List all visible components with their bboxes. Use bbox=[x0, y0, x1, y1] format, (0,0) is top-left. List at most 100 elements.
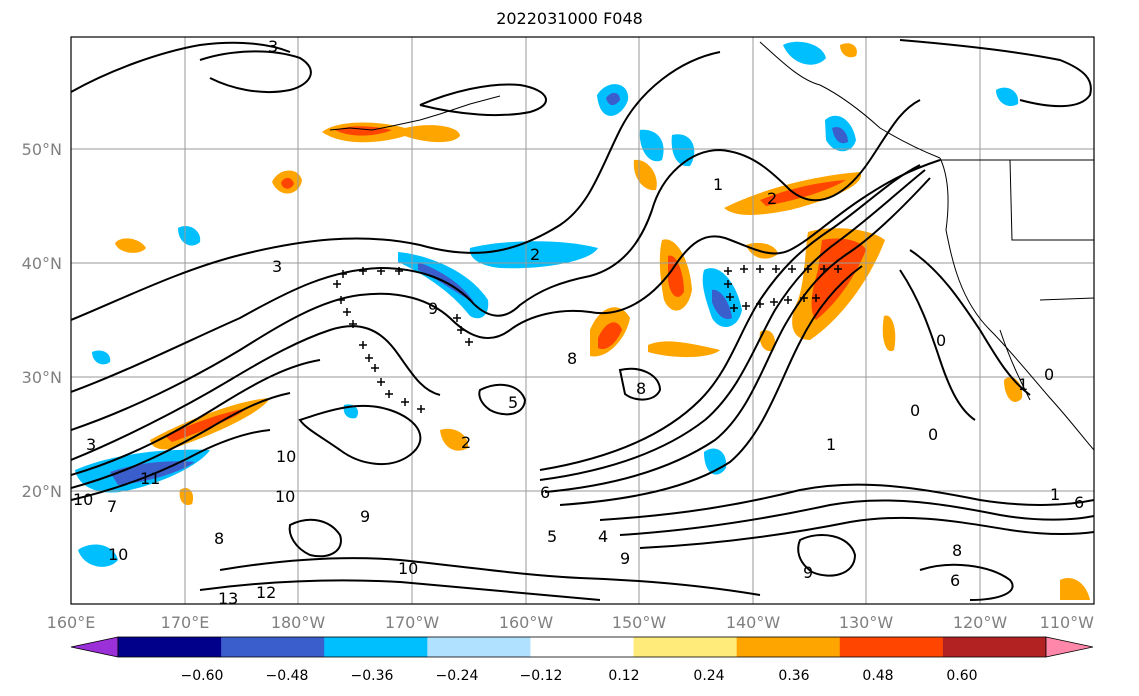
canada-province-border bbox=[1009, 159, 1094, 241]
lon-label: 160°W bbox=[499, 613, 554, 632]
colorbar-segment bbox=[942, 637, 1047, 657]
colorbar-segment bbox=[736, 637, 841, 657]
contour-label: 10 bbox=[276, 447, 296, 466]
contour-label: 1 bbox=[1050, 485, 1060, 504]
colorbar-segment bbox=[633, 637, 738, 657]
contour-label: 12 bbox=[256, 583, 276, 602]
positive-anomaly-region bbox=[648, 341, 720, 358]
colorbar-tick-label: −0.36 bbox=[351, 668, 394, 684]
colorbar-tick-label: 0.24 bbox=[693, 668, 724, 684]
positive-anomaly-region bbox=[115, 238, 146, 253]
lon-label: 170°E bbox=[161, 613, 210, 632]
lon-label: 110°W bbox=[1040, 613, 1095, 632]
lon-label: 130°W bbox=[839, 613, 894, 632]
colorbar: −0.60 −0.48 −0.36 −0.24 −0.12 0.12 0.24 … bbox=[70, 636, 1094, 684]
negative-anomaly-core bbox=[712, 289, 732, 320]
alaska-coastline bbox=[759, 41, 941, 159]
contour-label: 1 bbox=[826, 435, 836, 454]
contour-label: 9 bbox=[428, 299, 438, 318]
contour-line bbox=[478, 383, 527, 416]
positive-anomaly-region bbox=[1060, 578, 1090, 600]
contour-label: 0 bbox=[928, 425, 938, 444]
contour-label: 10 bbox=[73, 490, 93, 509]
contour-label: 0 bbox=[910, 401, 920, 420]
contour-label: 9 bbox=[620, 549, 630, 568]
colorbar-tick-label: −0.60 bbox=[181, 668, 224, 684]
colorbar-tick-label: 0.60 bbox=[946, 668, 977, 684]
contour-line bbox=[199, 50, 312, 94]
colorbar-segment bbox=[221, 637, 325, 657]
lon-label: 120°W bbox=[953, 613, 1008, 632]
contour-line bbox=[797, 534, 857, 577]
contour-label: 8 bbox=[567, 349, 577, 368]
contour-line bbox=[599, 483, 1094, 521]
longitude-labels: 160°E 170°E 180°W 170°W 160°W 150°W 140°… bbox=[47, 613, 1095, 632]
contour-label-layer: 3 3 2 2 1 9 8 8 5 2 3 10 10 11 10 9 8 7 … bbox=[73, 37, 1084, 604]
north-america-coastline bbox=[939, 157, 1094, 451]
positive-anomaly-region bbox=[882, 315, 896, 352]
contour-label: 5 bbox=[547, 527, 557, 546]
colorbar-segment bbox=[324, 637, 428, 657]
contour-line bbox=[71, 99, 921, 393]
contour-label: 6 bbox=[950, 571, 960, 590]
contour-line bbox=[71, 41, 291, 93]
positive-anomaly-core bbox=[760, 180, 846, 206]
negative-anomaly-region bbox=[92, 350, 111, 365]
colorbar-tick-label: −0.12 bbox=[520, 668, 563, 684]
contour-label: 11 bbox=[140, 469, 160, 488]
contour-lines bbox=[71, 39, 1094, 601]
contour-label: 10 bbox=[275, 487, 295, 506]
negative-anomaly-region bbox=[996, 87, 1019, 107]
positive-anomaly-core bbox=[165, 408, 248, 442]
contour-line bbox=[199, 579, 601, 601]
colorbar-segments bbox=[117, 636, 1047, 658]
contour-line bbox=[618, 367, 662, 401]
lat-label: 40°N bbox=[22, 254, 62, 273]
contour-label: 1 bbox=[713, 175, 723, 194]
map-plot-area: 3 3 2 2 1 9 8 8 5 2 3 10 10 11 10 9 8 7 … bbox=[71, 37, 1094, 604]
negative-anomaly-region bbox=[783, 41, 826, 65]
contour-label: 8 bbox=[636, 379, 646, 398]
contour-line bbox=[899, 39, 1092, 108]
contour-line bbox=[639, 516, 1094, 549]
lat-label: 50°N bbox=[22, 140, 62, 159]
aleutian-islands bbox=[329, 95, 501, 131]
negative-anomaly-region bbox=[639, 129, 664, 162]
contour-line bbox=[539, 169, 926, 481]
contour-label: 9 bbox=[803, 563, 813, 582]
lat-label: 30°N bbox=[22, 368, 62, 387]
colorbar-extend-max bbox=[1045, 636, 1094, 658]
contour-line bbox=[71, 159, 941, 431]
lon-label: 180°W bbox=[271, 613, 326, 632]
positive-anomaly-region bbox=[840, 43, 857, 58]
colorbar-tick-label: −0.24 bbox=[436, 668, 479, 684]
positive-anomaly-core bbox=[668, 255, 684, 297]
contour-line bbox=[219, 557, 761, 596]
significance-markers bbox=[333, 265, 842, 413]
contour-label: 6 bbox=[540, 483, 550, 502]
us-mexico-border bbox=[1039, 297, 1094, 301]
contour-label: 10 bbox=[108, 545, 128, 564]
lon-label: 170°W bbox=[385, 613, 440, 632]
positive-anomaly-region bbox=[440, 428, 469, 451]
contour-line bbox=[909, 249, 1031, 396]
contour-line bbox=[419, 83, 547, 117]
colorbar-segment bbox=[427, 637, 531, 657]
contour-line bbox=[559, 265, 863, 506]
positive-anomaly-core bbox=[598, 322, 622, 350]
contour-line bbox=[298, 404, 422, 466]
contour-label: 8 bbox=[214, 529, 224, 548]
contour-label: 2 bbox=[530, 245, 540, 264]
lon-label: 140°W bbox=[726, 613, 781, 632]
colorbar-tick-label: 0.12 bbox=[608, 668, 639, 684]
contour-line bbox=[619, 499, 1094, 536]
contour-label: 6 bbox=[1074, 493, 1084, 512]
colorbar-segment bbox=[839, 637, 944, 657]
contour-label: 3 bbox=[86, 435, 96, 454]
contour-label: 2 bbox=[767, 189, 777, 208]
contour-line bbox=[71, 325, 441, 461]
contour-line bbox=[71, 429, 271, 501]
colorbar-extend-min bbox=[70, 636, 119, 658]
colorbar-segment bbox=[530, 637, 635, 657]
